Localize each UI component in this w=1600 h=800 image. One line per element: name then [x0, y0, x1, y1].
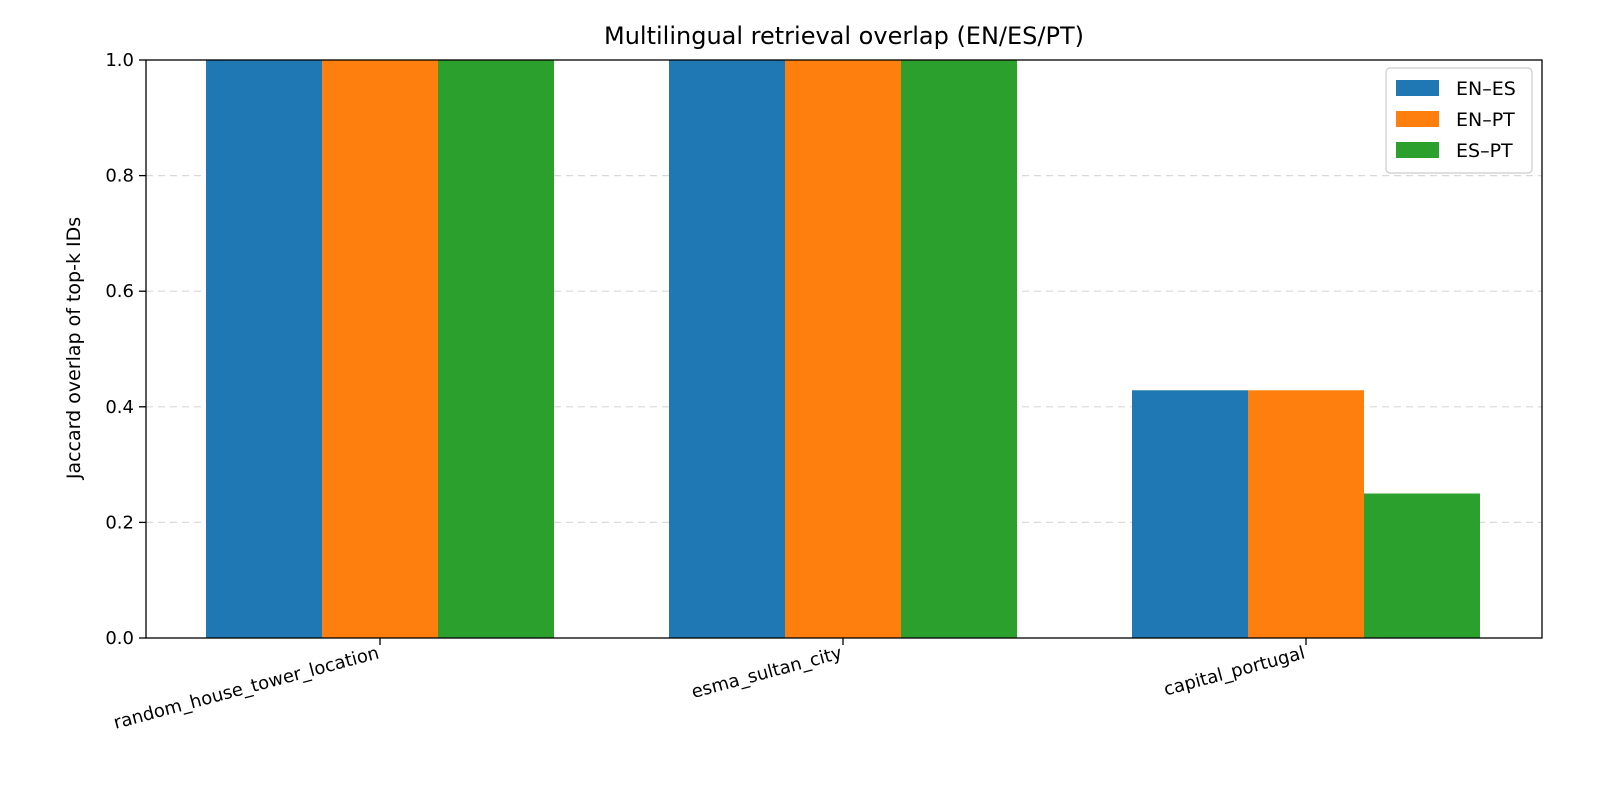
bar-EN–ES-capital_portugal — [1132, 390, 1248, 638]
y-tick-label: 1.0 — [105, 50, 134, 71]
bar-ES–PT-esma_sultan_city — [901, 60, 1017, 638]
bar-ES–PT-random_house_tower_location — [438, 60, 554, 638]
chart-title: Multilingual retrieval overlap (EN/ES/PT… — [604, 22, 1084, 50]
x-tick-label: capital_portugal — [1162, 643, 1308, 701]
legend-swatch — [1396, 111, 1439, 127]
y-tick-label: 0.6 — [105, 281, 134, 302]
legend-label: EN–PT — [1456, 109, 1515, 131]
bar-EN–ES-esma_sultan_city — [669, 60, 785, 638]
y-tick-label: 0.0 — [105, 628, 134, 649]
bars — [206, 60, 1480, 638]
bar-EN–PT-capital_portugal — [1248, 390, 1364, 638]
bar-ES–PT-capital_portugal — [1364, 493, 1480, 638]
y-axis-label: Jaccard overlap of top-k IDs — [63, 217, 85, 480]
legend-label: ES–PT — [1456, 140, 1513, 162]
y-tick-label: 0.2 — [105, 512, 134, 533]
legend-swatch — [1396, 80, 1439, 96]
bar-EN–PT-random_house_tower_location — [322, 60, 438, 638]
bar-EN–ES-random_house_tower_location — [206, 60, 322, 638]
y-tick-label: 0.4 — [105, 397, 134, 418]
x-tick-label: random_house_tower_location — [111, 643, 381, 734]
legend: EN–ES EN–PT ES–PT — [1385, 67, 1533, 174]
legend-label: EN–ES — [1456, 78, 1516, 100]
plot-frame — [145, 59, 1543, 639]
x-tick-label: esma_sultan_city — [689, 642, 844, 702]
y-tick-label: 0.8 — [105, 166, 134, 187]
legend-swatch — [1396, 142, 1439, 158]
bar-EN–PT-esma_sultan_city — [785, 60, 901, 638]
